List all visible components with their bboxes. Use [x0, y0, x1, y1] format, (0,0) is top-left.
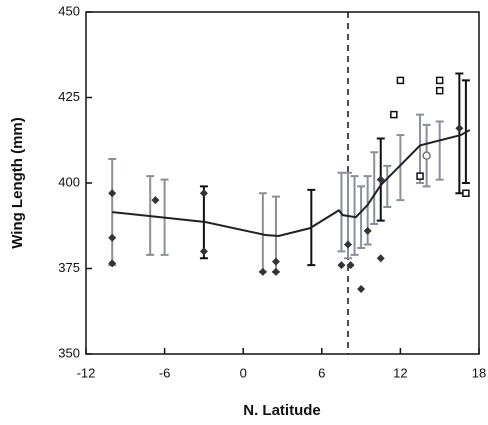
open-point	[390, 110, 398, 119]
filled-point	[258, 267, 267, 276]
error-bar	[350, 175, 359, 256]
filled-point	[271, 257, 280, 266]
y-tick-label: 425	[58, 89, 80, 104]
y-tick-label: 400	[58, 174, 80, 189]
error-bar	[416, 113, 425, 184]
filled-point	[455, 124, 464, 133]
error-bar	[383, 164, 392, 208]
open-point	[462, 189, 470, 198]
filled-point	[337, 261, 346, 270]
filled-point	[376, 254, 385, 263]
y-tick-label: 375	[58, 260, 80, 275]
error-bar	[258, 192, 267, 273]
y-axis-label: Wing Length (mm)	[9, 117, 26, 249]
filled-point	[108, 233, 117, 242]
x-tick-label: 18	[472, 365, 486, 380]
error-bar	[455, 72, 464, 195]
error-bar	[357, 185, 366, 249]
filled-point	[199, 189, 208, 198]
filled-point	[363, 226, 372, 235]
error-bar	[370, 151, 379, 226]
x-tick-label: -6	[159, 365, 171, 380]
filled-point	[108, 189, 117, 198]
x-tick-label: -12	[77, 365, 96, 380]
x-tick-label: 12	[393, 365, 407, 380]
open-point	[396, 76, 405, 85]
x-tick-label: 6	[318, 365, 325, 380]
open-point	[416, 172, 424, 180]
open-point	[435, 76, 444, 85]
error-bar	[396, 134, 405, 202]
open-point	[435, 86, 444, 95]
error-bar	[435, 120, 444, 181]
filled-point	[271, 267, 280, 276]
open-circle	[422, 151, 431, 160]
y-tick-label: 450	[58, 3, 80, 18]
filled-point	[346, 261, 355, 270]
filled-point	[344, 240, 352, 249]
x-axis-label: N. Latitude	[243, 402, 321, 419]
filled-point	[376, 175, 385, 184]
x-tick-label: 0	[240, 365, 247, 380]
filled-point	[151, 196, 160, 205]
filled-point	[357, 285, 366, 294]
filled-point	[108, 259, 117, 268]
y-tick-label: 350	[58, 345, 80, 360]
filled-point	[199, 247, 208, 256]
mean-line	[112, 129, 471, 238]
